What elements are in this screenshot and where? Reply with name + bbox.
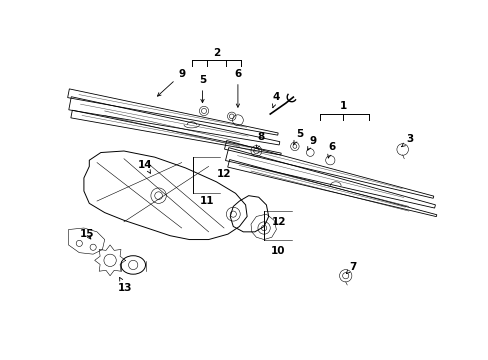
Text: 6: 6 bbox=[327, 142, 335, 158]
Text: 15: 15 bbox=[80, 229, 94, 239]
Text: 9: 9 bbox=[157, 69, 185, 96]
Text: 12: 12 bbox=[272, 217, 286, 227]
Text: 2: 2 bbox=[212, 48, 220, 58]
Text: 1: 1 bbox=[339, 101, 346, 111]
Text: 6: 6 bbox=[234, 69, 241, 107]
Text: 13: 13 bbox=[118, 278, 132, 293]
Text: 14: 14 bbox=[138, 160, 153, 173]
Text: 10: 10 bbox=[270, 246, 285, 256]
Text: 8: 8 bbox=[256, 132, 264, 149]
Text: 9: 9 bbox=[307, 136, 316, 150]
Text: 12: 12 bbox=[216, 169, 231, 179]
Text: 3: 3 bbox=[401, 134, 413, 147]
Text: 5: 5 bbox=[199, 75, 205, 103]
Text: 4: 4 bbox=[272, 92, 280, 108]
Text: 5: 5 bbox=[293, 129, 303, 144]
Text: 7: 7 bbox=[346, 261, 356, 274]
Text: 11: 11 bbox=[200, 196, 214, 206]
